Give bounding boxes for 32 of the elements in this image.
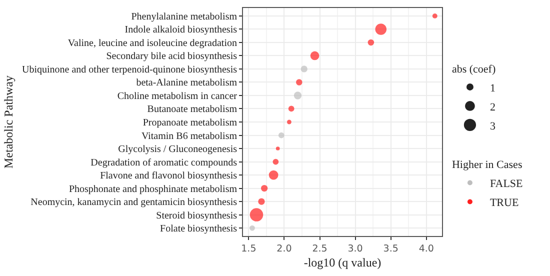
- x-axis-title: -log10 (q value): [304, 255, 382, 270]
- x-tick-label: 4.0: [418, 243, 434, 254]
- y-axis-title: Metabolic Pathway: [1, 76, 16, 168]
- legend-title: Higher in Cases: [452, 159, 522, 172]
- y-tick-label: Phosphonate and phosphinate metabolism: [68, 184, 238, 195]
- x-tick-label: 3.5: [383, 243, 398, 254]
- y-tick-label: Steroid biosynthesis: [156, 210, 238, 222]
- y-tick-label: Degradation of aromatic compounds: [90, 157, 238, 168]
- y-tick-label: Propanoate metabolism: [142, 118, 238, 128]
- x-tick-label: 2.5: [312, 243, 328, 254]
- y-tick-label: Vitamin B6 metabolism: [141, 130, 238, 142]
- legend-label: 1: [490, 82, 496, 94]
- y-tick-label: Ubiquinone and other terpenoid-quinone biosynthesis: [22, 64, 238, 76]
- y-tick-label: Neomycin, kanamycin and gentamicin biosynthesis: [30, 197, 238, 208]
- x-tick-label: 1.5: [241, 243, 256, 254]
- y-tick-label: Valine, leucine and isoleucine degradation: [68, 38, 237, 49]
- legend-label: TRUE: [490, 197, 519, 210]
- y-tick-label: Choline metabolism in cancer: [117, 90, 238, 102]
- legend-label: FALSE: [490, 178, 524, 190]
- text: abs (coef): [452, 63, 496, 76]
- y-tick-label: Phenylalanine metabolism: [131, 11, 238, 22]
- legend-label: 2: [490, 101, 496, 114]
- y-tick-label: Butanoate metabolism: [147, 104, 238, 116]
- legend-label: 3: [490, 120, 496, 132]
- x-tick-label: 3.0: [348, 243, 363, 254]
- y-tick-label: beta-Alanine metabolism: [136, 78, 238, 89]
- y-tick-label: Flavone and flavonol biosynthesis: [100, 170, 238, 182]
- x-tick-label: 2.0: [276, 243, 292, 254]
- y-tick-label: Glycolysis / Gluconeogenesis: [118, 144, 238, 156]
- y-tick-label: Secondary bile acid biosynthesis: [106, 51, 238, 62]
- y-tick-label: Indole alkaloid biosynthesis: [124, 24, 238, 36]
- y-tick-label: Folate biosynthesis: [160, 224, 238, 235]
